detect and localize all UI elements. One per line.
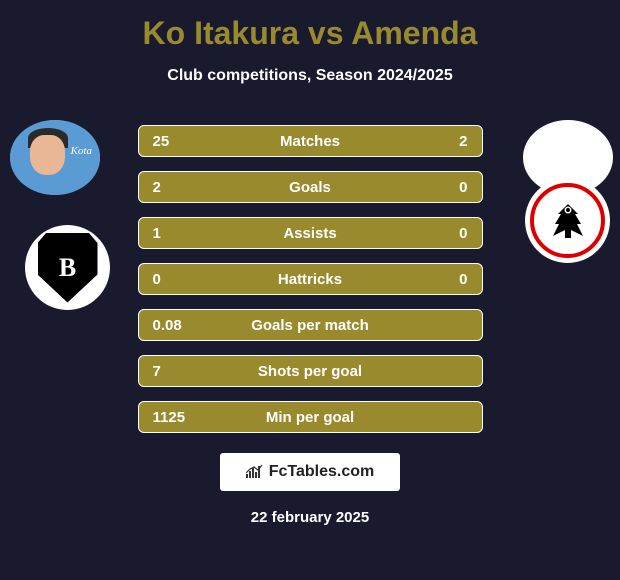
footer-brand-badge: FcTables.com (220, 453, 400, 491)
stat-left-value: 0 (153, 271, 203, 288)
stat-label: Matches (203, 133, 418, 150)
stat-row-goals: 2 Goals 0 (138, 171, 483, 203)
stat-row-shots-per-goal: 7 Shots per goal (138, 355, 483, 387)
stat-label: Min per goal (203, 409, 418, 426)
stat-right-value: 2 (418, 133, 468, 150)
stats-table: 25 Matches 2 2 Goals 0 1 Assists 0 0 Hat… (138, 125, 483, 433)
stat-row-hattricks: 0 Hattricks 0 (138, 263, 483, 295)
stat-right-value: 0 (418, 225, 468, 242)
footer-date: 22 february 2025 (0, 509, 620, 526)
stat-label: Goals per match (203, 317, 418, 334)
stat-left-value: 0.08 (153, 317, 203, 334)
footer-brand-text: FcTables.com (269, 463, 375, 481)
stat-left-value: 25 (153, 133, 203, 150)
stat-label: Shots per goal (203, 363, 418, 380)
stat-row-matches: 25 Matches 2 (138, 125, 483, 157)
eagle-icon (543, 196, 593, 246)
club-right-badge (525, 178, 610, 263)
stat-right-value: 0 (418, 271, 468, 288)
stat-row-assists: 1 Assists 0 (138, 217, 483, 249)
stat-left-value: 2 (153, 179, 203, 196)
player-left-avatar: Kota (10, 120, 100, 195)
stat-label: Hattricks (203, 271, 418, 288)
player-signature: Kota (71, 145, 92, 157)
stat-right-value: 0 (418, 179, 468, 196)
stat-left-value: 7 (153, 363, 203, 380)
club-left-shield: B (38, 233, 98, 303)
stat-left-value: 1 (153, 225, 203, 242)
stat-label: Assists (203, 225, 418, 242)
stat-left-value: 1125 (153, 409, 203, 426)
stat-row-min-per-goal: 1125 Min per goal (138, 401, 483, 433)
subtitle: Club competitions, Season 2024/2025 (0, 67, 620, 85)
club-left-badge: B (25, 225, 110, 310)
stat-label: Goals (203, 179, 418, 196)
stat-row-goals-per-match: 0.08 Goals per match (138, 309, 483, 341)
chart-icon (246, 464, 264, 481)
page-title: Ko Itakura vs Amenda (0, 15, 620, 52)
avatar-face (30, 135, 65, 175)
club-right-circle (530, 183, 605, 258)
